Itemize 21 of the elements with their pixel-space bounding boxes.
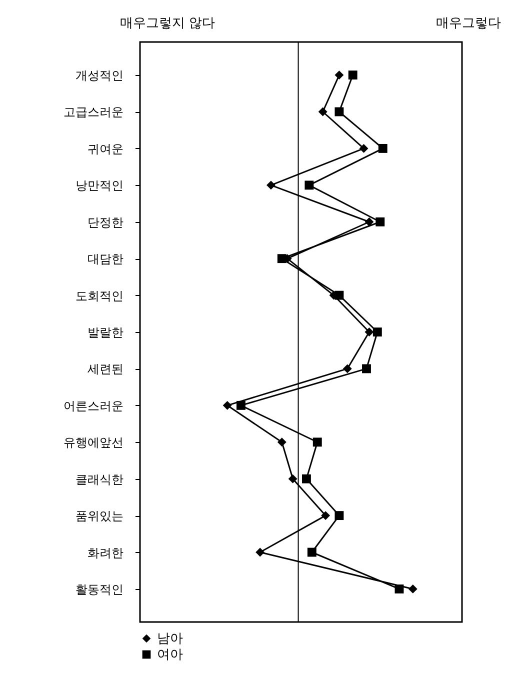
y-tick-label: 유행에앞선 xyxy=(64,436,124,450)
legend-label: 여아 xyxy=(157,648,183,662)
y-tick-label: 화려한 xyxy=(88,546,124,560)
y-tick-label: 개성적인 xyxy=(76,68,124,83)
y-tick-label: 낭만적인 xyxy=(76,178,124,193)
y-tick-label: 어른스러운 xyxy=(64,398,124,413)
y-tick-label: 귀여운 xyxy=(88,142,124,156)
y-tick-label: 대담한 xyxy=(88,252,124,266)
legend-label: 남아 xyxy=(157,632,183,646)
point xyxy=(348,70,358,80)
y-tick-label: 고급스러운 xyxy=(64,105,124,120)
text: 매우그렇지 않다 xyxy=(120,15,216,32)
y-tick-label: 클래식한 xyxy=(76,472,124,486)
text: 매우그렇다 xyxy=(436,15,501,32)
y-tick-label: 품위있는 xyxy=(76,509,124,524)
y-tick-label: 단정한 xyxy=(88,215,124,230)
point xyxy=(334,70,344,80)
y-tick-label: 발랄한 xyxy=(88,326,124,340)
y-tick-label: 도회적인 xyxy=(76,288,124,303)
y-tick-label: 세련된 xyxy=(88,362,124,376)
y-tick-label: 활동적인 xyxy=(76,582,124,596)
